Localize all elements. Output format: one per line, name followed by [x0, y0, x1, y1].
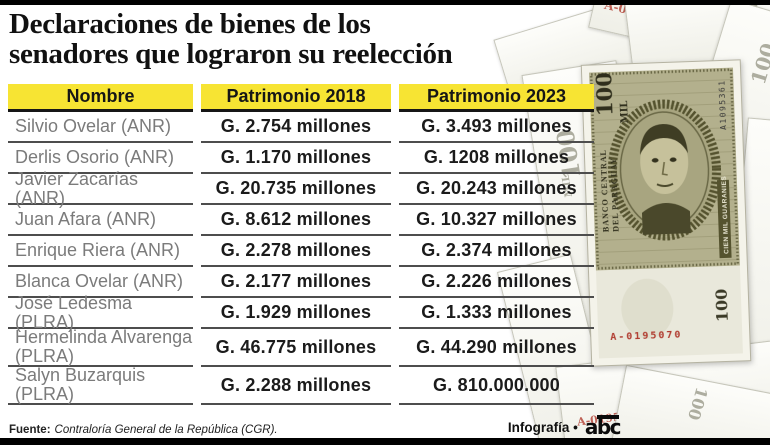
table-row: Salyn Buzarquis (PLRA) G. 2.288 millones…: [8, 366, 594, 405]
senator-name: Blanca Ovelar (ANR): [8, 267, 193, 298]
table-row: Javier Zacarías (ANR) G. 20.735 millones…: [8, 169, 594, 207]
source-label: Fuente:: [9, 424, 51, 436]
patrimonio-2023-value: G. 1208 millones: [399, 143, 594, 174]
assets-table: Nombre Patrimonio 2018 Patrimonio 2023 S…: [8, 84, 594, 405]
table-row: Derlis Osorio (ANR) G. 1.170 millones G.…: [8, 143, 594, 174]
abc-brand-logo: abc: [584, 415, 622, 439]
page-title-line1: Declaraciones de bienes de los: [9, 8, 371, 40]
table-row: Hermelinda Alvarenga (PLRA) G. 46.775 mi…: [8, 328, 594, 367]
table-header-row: Nombre Patrimonio 2018 Patrimonio 2023: [8, 84, 594, 112]
patrimonio-2018-value: G. 2.288 millones: [201, 367, 391, 405]
table-row: José Ledesma (PLRA) G. 1.929 millones G.…: [8, 293, 594, 331]
banknote-main-art: BANCO CENTRAL DEL PARAGUAY 100 MIL A1095…: [580, 59, 752, 367]
patrimonio-2023-value: G. 10.327 millones: [399, 205, 594, 236]
column-header-patrimonio-2018: Patrimonio 2018: [201, 84, 391, 112]
banknote-denomination: 100: [712, 288, 732, 322]
senator-name: Enrique Riera (ANR): [8, 236, 193, 267]
banknote-denomination-word: MIL: [619, 100, 631, 123]
patrimonio-2018-value: G. 2.754 millones: [201, 112, 391, 143]
credit-line: Infografía • abc: [470, 415, 622, 439]
senator-name: Hermelinda Alvarenga (PLRA): [8, 328, 193, 367]
column-header-patrimonio-2023: Patrimonio 2023: [399, 84, 594, 112]
patrimonio-2018-value: G. 1.929 millones: [201, 298, 391, 329]
page-title: Declaraciones de bienes de los senadores…: [9, 9, 453, 70]
patrimonio-2023-value: G. 810.000.000: [399, 367, 594, 405]
credit-label: Infografía •: [507, 419, 578, 435]
patrimonio-2023-value: G. 44.290 millones: [399, 329, 594, 367]
patrimonio-2023-value: G. 2.226 millones: [399, 267, 594, 298]
patrimonio-2018-value: G. 20.735 millones: [201, 174, 391, 205]
senator-name: Silvio Ovelar (ANR): [8, 112, 193, 143]
patrimonio-2023-value: G. 2.374 millones: [399, 236, 594, 267]
banknote-serial: A1095361: [717, 79, 728, 130]
banknote-main: BANCO CENTRAL DEL PARAGUAY 100 MIL A1095…: [580, 59, 752, 367]
table-row: Enrique Riera (ANR) G. 2.278 millones G.…: [8, 236, 594, 267]
table-row: Silvio Ovelar (ANR) G. 2.754 millones G.…: [8, 112, 594, 143]
bottom-rule: [0, 438, 770, 445]
banknote-denomination: 100: [745, 40, 770, 88]
banknote-denomination: 100: [683, 385, 712, 423]
patrimonio-2018-value: G. 8.612 millones: [201, 205, 391, 236]
banknote-serial-red: A-0195070: [610, 330, 683, 344]
patrimonio-2023-value: G. 1.333 millones: [399, 298, 594, 329]
banknote-bank-text: BANCO CENTRAL: [599, 149, 611, 232]
source-text: Contraloría General de la República (CGR…: [54, 424, 278, 436]
patrimonio-2018-value: G. 2.177 millones: [201, 267, 391, 298]
column-header-nombre: Nombre: [8, 84, 193, 112]
senator-name: Juan Afara (ANR): [8, 205, 193, 236]
table-row: Blanca Ovelar (ANR) G. 2.177 millones G.…: [8, 267, 594, 298]
banknote-bank-text: DEL PARAGUAY: [609, 157, 621, 232]
senator-name: Javier Zacarías (ANR): [8, 169, 193, 207]
senator-name: José Ledesma (PLRA): [8, 293, 193, 331]
patrimonio-2023-value: G. 20.243 millones: [399, 174, 594, 205]
banknote-denomination: 100: [591, 72, 618, 117]
patrimonio-2023-value: G. 3.493 millones: [399, 112, 594, 143]
top-rule: [0, 0, 770, 5]
source-line: Fuente: Contraloría General de la Repúbli…: [9, 424, 278, 436]
patrimonio-2018-value: G. 46.775 millones: [201, 329, 391, 367]
table-row: Juan Afara (ANR) G. 8.612 millones G. 10…: [8, 205, 594, 236]
senator-name: Salyn Buzarquis (PLRA): [8, 366, 193, 405]
patrimonio-2018-value: G. 1.170 millones: [201, 143, 391, 174]
senator-name: Derlis Osorio (ANR): [8, 143, 193, 174]
patrimonio-2018-value: G. 2.278 millones: [201, 236, 391, 267]
page-title-line2: senadores que lograron su reelección: [9, 38, 453, 71]
banknote-value-text: CIEN MIL GUARANIES: [721, 175, 731, 254]
